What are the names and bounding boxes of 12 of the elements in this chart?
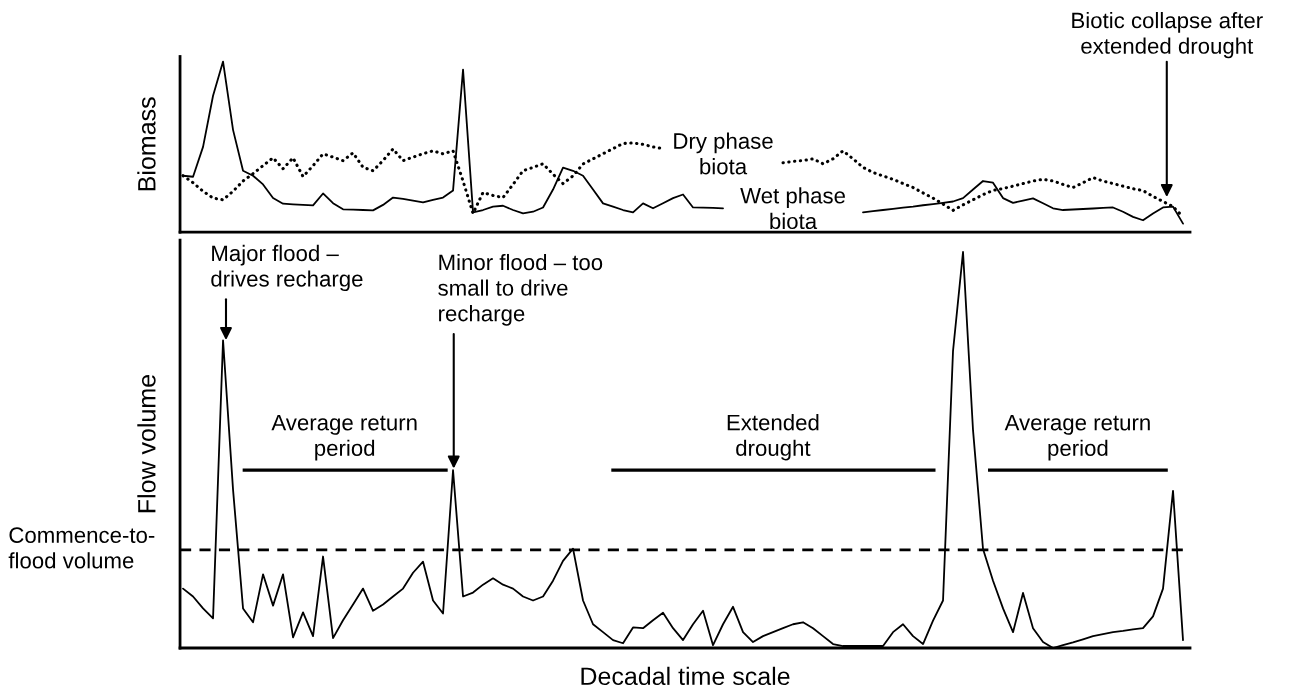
- x-axis-title: Decadal time scale: [581, 666, 790, 686]
- series-label: Dry phase biota: [674, 132, 773, 175]
- annotation: Extended drought: [727, 414, 819, 461]
- y-axis-title: Flow volume: [137, 375, 156, 513]
- text: Biotic collapse after extended drought: [1072, 11, 1263, 59]
- ref-line-label: Commence-to- flood volume: [8, 527, 155, 569]
- annotation: Major flood – drives recharge: [211, 244, 363, 292]
- annotation: Minor flood – too small to drive recharge: [438, 253, 603, 326]
- series-label: Wet phase biota: [740, 187, 845, 230]
- annotation: Average return period: [271, 414, 417, 461]
- annotation: Average return period: [1004, 414, 1150, 461]
- y-axis-title: Biomass: [137, 97, 156, 191]
